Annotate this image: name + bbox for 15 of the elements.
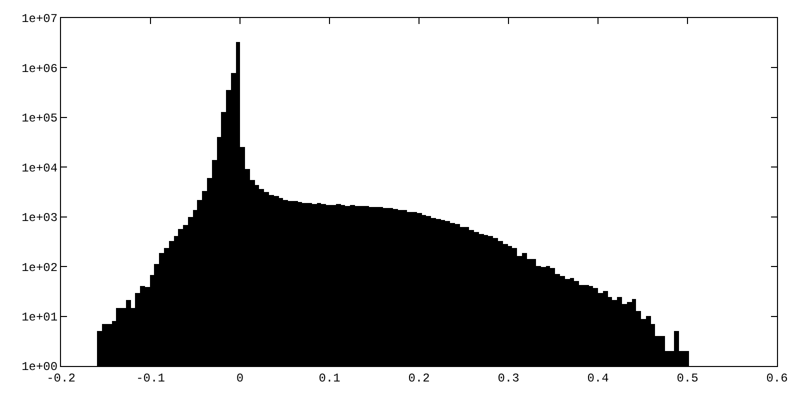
x-tick-label: 0.3 xyxy=(498,371,520,386)
y-tick-label: 1e+03 xyxy=(22,211,58,226)
x-tick-label: -0.1 xyxy=(136,371,165,386)
y-tick-label: 1e+07 xyxy=(22,12,58,26)
x-tick-label: 0.2 xyxy=(408,371,430,386)
y-tick-label: 1e+06 xyxy=(22,62,58,76)
x-tick-label: 0.6 xyxy=(766,371,788,386)
y-tick-label: 1e+04 xyxy=(22,161,58,176)
x-tick-label: 0.4 xyxy=(587,371,609,386)
y-tick-label: 1e+01 xyxy=(22,310,58,324)
y-tick-label: 1e+05 xyxy=(22,112,58,126)
x-tick-label: 0.1 xyxy=(318,371,340,386)
x-tick-label: 0.5 xyxy=(676,371,698,386)
x-tick-label: 0 xyxy=(236,371,244,386)
y-tick-label: 1e+02 xyxy=(22,260,58,275)
